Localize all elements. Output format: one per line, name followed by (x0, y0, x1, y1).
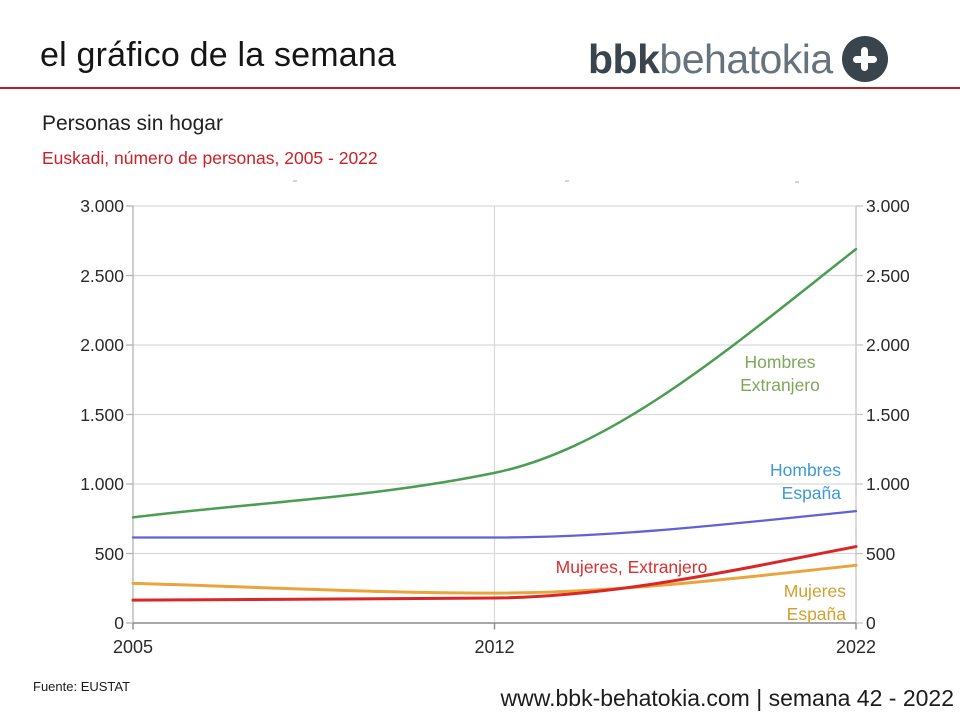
series-label-line: Hombres (770, 460, 841, 480)
y-axis-tick-label-right: 1.500 (866, 404, 910, 425)
chart-title: Personas sin hogar (42, 112, 223, 135)
series-label-line: Mujeres, Extranjero (555, 557, 708, 577)
series-label-line: España (781, 483, 841, 503)
series-label-2: Mujeres, Extranjero (531, 556, 732, 579)
y-axis-tick-label-left: 0 (114, 613, 124, 633)
series-label-line: España (786, 604, 846, 624)
x-axis-tick-label: 2005 (112, 637, 154, 657)
y-axis-tick-label-left: 2.500 (80, 265, 124, 286)
y-axis-tick-label-right: 3.000 (866, 196, 910, 216)
series-line-3 (131, 563, 858, 595)
header-divider-rule (0, 87, 960, 89)
y-axis-tick-label-right: 1.000 (866, 474, 910, 494)
series-label-3: Mujeres España (696, 580, 846, 626)
y-axis-tick-label-right: 2.000 (866, 335, 910, 355)
y-axis-tick-label-left: 3.000 (80, 196, 124, 216)
bbk-behatokia-logo: bbk behatokia (588, 34, 888, 84)
plus-icon-bar (861, 47, 869, 71)
series-line-0 (131, 247, 858, 519)
y-axis-tick-label-right: 500 (866, 543, 896, 564)
page-title: el gráfico de la semana (40, 36, 397, 74)
y-axis-tick-label-left: 1.000 (80, 474, 124, 494)
website-footer: www.bbk-behatokia.com | semana 42 - 2022 (500, 685, 954, 711)
logo-text-bbk: bbk (588, 35, 660, 82)
y-axis-tick-label-left: 2.000 (80, 335, 124, 355)
source-note: Fuente: EUSTAT (33, 679, 131, 694)
x-axis-tick-label: 2012 (474, 637, 515, 657)
y-axis-tick-label-left: 500 (94, 543, 124, 564)
series-label-line: Extranjero (740, 375, 820, 395)
plus-icon (841, 36, 888, 82)
y-axis-tick-label-right: 0 (866, 613, 876, 633)
series-label-0: Hombres Extranjero (690, 351, 870, 397)
series-label-line: Mujeres (783, 581, 846, 601)
faint-tick-artifact (565, 180, 569, 182)
logo-text-behatokia: behatokia (659, 35, 833, 82)
y-axis-tick-label-left: 1.500 (80, 404, 124, 425)
series-line-2 (131, 545, 858, 602)
faint-tick-artifact (795, 181, 799, 183)
y-axis-tick-label-right: 2.500 (866, 265, 910, 286)
series-label-line: Hombres (744, 352, 816, 372)
faint-tick-artifact (293, 180, 297, 182)
series-label-1: Hombres España (691, 459, 841, 505)
x-axis-tick-label: 2022 (835, 637, 877, 657)
chart-subtitle: Euskadi, número de personas, 2005 - 2022 (42, 148, 378, 168)
series-line-1 (131, 509, 858, 539)
